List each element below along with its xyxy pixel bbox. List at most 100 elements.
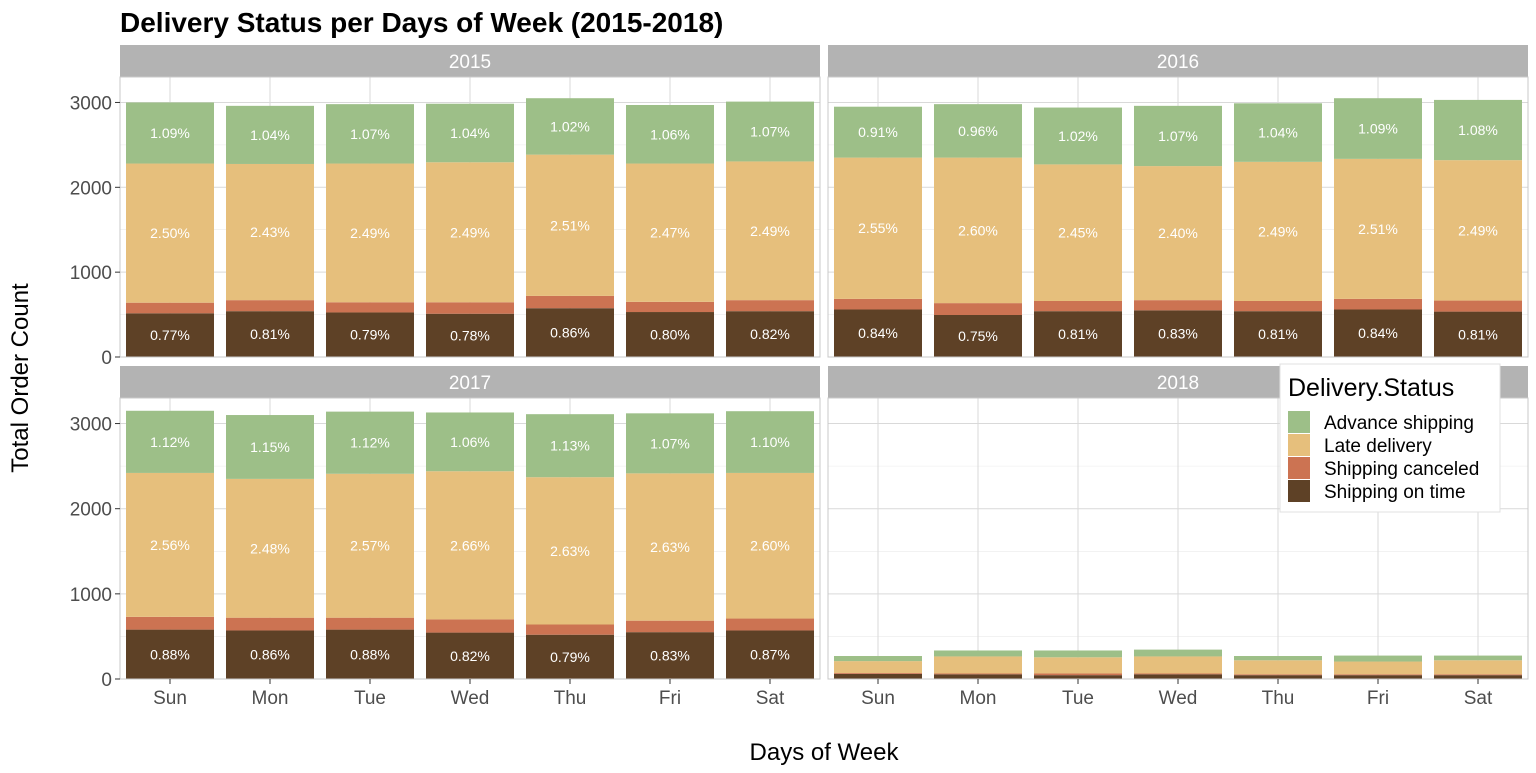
data-label: 0.79% bbox=[350, 327, 390, 343]
x-tick-label: Sat bbox=[756, 688, 785, 709]
bar-shipping-canceled bbox=[726, 618, 814, 631]
bar-late-delivery bbox=[834, 157, 922, 299]
bar-shipping-on-time bbox=[1334, 675, 1422, 679]
data-label: 0.77% bbox=[150, 327, 190, 343]
bar-shipping-canceled bbox=[1334, 298, 1422, 310]
data-label: 2.55% bbox=[858, 220, 898, 236]
bar-shipping-canceled bbox=[1334, 674, 1422, 676]
x-tick-label: Fri bbox=[659, 688, 681, 709]
bar-shipping-on-time bbox=[126, 629, 214, 679]
bar-shipping-canceled bbox=[426, 302, 514, 314]
bar-shipping-on-time bbox=[226, 630, 314, 679]
bar-shipping-canceled bbox=[526, 295, 614, 309]
bar-shipping-canceled bbox=[834, 298, 922, 310]
data-label: 1.07% bbox=[750, 124, 790, 140]
bar-shipping-on-time bbox=[726, 630, 814, 679]
bar-shipping-on-time bbox=[934, 315, 1022, 357]
bar-advance-shipping bbox=[934, 104, 1022, 158]
y-tick-label: 0 bbox=[101, 348, 112, 369]
facet-panel-2017: 2017 0.88% 2.56% 1.12% 0.86% 2.48% 1.15% 0.88% 2… bbox=[70, 366, 821, 709]
data-label: 1.06% bbox=[450, 434, 490, 450]
data-label: 2.51% bbox=[550, 217, 590, 233]
data-label: 2.56% bbox=[150, 537, 190, 553]
y-tick-label: 2000 bbox=[70, 500, 112, 521]
data-label: 0.83% bbox=[650, 648, 690, 664]
data-label: 1.09% bbox=[150, 125, 190, 141]
legend-swatch bbox=[1288, 457, 1310, 479]
bar-advance-shipping bbox=[326, 104, 414, 164]
data-label: 1.13% bbox=[550, 438, 590, 454]
data-label: 2.49% bbox=[450, 224, 490, 240]
data-label: 0.81% bbox=[1058, 326, 1098, 342]
bar-advance-shipping bbox=[1434, 655, 1522, 661]
bar-late-delivery bbox=[726, 161, 814, 301]
data-label: 2.49% bbox=[750, 223, 790, 239]
bar-advance-shipping bbox=[1234, 656, 1322, 661]
bar-shipping-canceled bbox=[1434, 674, 1522, 676]
legend-title: Delivery.Status bbox=[1288, 374, 1454, 402]
bar-advance-shipping bbox=[126, 102, 214, 164]
facet-panels: 20150.77%2.50%1.09%0.81%2.43%1.04%0.79%2… bbox=[70, 45, 1529, 709]
data-label: 2.49% bbox=[1258, 223, 1298, 239]
data-label: 0.91% bbox=[858, 124, 898, 140]
bar-shipping-on-time bbox=[326, 629, 414, 679]
bar-shipping-canceled bbox=[1234, 674, 1322, 676]
bar-advance-shipping bbox=[526, 414, 614, 478]
data-label: 2.57% bbox=[350, 538, 390, 554]
data-label: 0.88% bbox=[350, 646, 390, 662]
data-label: 0.81% bbox=[1258, 326, 1298, 342]
data-label: 0.82% bbox=[450, 648, 490, 664]
bar-late-delivery bbox=[626, 473, 714, 621]
data-label: 1.04% bbox=[450, 125, 490, 141]
bar-late-delivery bbox=[1234, 161, 1322, 301]
bar-shipping-on-time bbox=[126, 313, 214, 357]
facet-strip-label: 2017 bbox=[449, 373, 491, 394]
data-label: 2.49% bbox=[350, 225, 390, 241]
data-label: 1.04% bbox=[250, 127, 290, 143]
data-label: 0.96% bbox=[958, 123, 998, 139]
bar-late-delivery bbox=[1034, 164, 1122, 301]
x-tick-label: Mon bbox=[252, 688, 289, 709]
data-label: 2.40% bbox=[1158, 225, 1198, 241]
x-tick-label: Thu bbox=[1262, 688, 1295, 709]
bar-shipping-canceled bbox=[626, 301, 714, 313]
chart-title: Delivery Status per Days of Week (2015-2… bbox=[120, 7, 723, 38]
bar-late-delivery bbox=[934, 157, 1022, 304]
data-label: 2.50% bbox=[150, 225, 190, 241]
bar-late-delivery bbox=[1134, 656, 1222, 674]
bar-shipping-canceled bbox=[726, 300, 814, 312]
x-tick-label: Sun bbox=[153, 688, 187, 709]
bar-late-delivery bbox=[1134, 166, 1222, 301]
bar-shipping-on-time bbox=[726, 311, 814, 357]
bar-shipping-canceled bbox=[934, 673, 1022, 675]
bar-advance-shipping bbox=[526, 98, 614, 155]
bar-late-delivery bbox=[226, 478, 314, 618]
data-label: 2.60% bbox=[750, 538, 790, 554]
data-label: 1.06% bbox=[650, 126, 690, 142]
bar-advance-shipping bbox=[726, 101, 814, 162]
bar-late-delivery bbox=[834, 661, 922, 674]
bar-late-delivery bbox=[326, 473, 414, 618]
data-label: 0.80% bbox=[650, 327, 690, 343]
bar-late-delivery bbox=[126, 163, 214, 303]
facet-panel-2018: 2018 Sun Mon Tue Wed Thu Fri Sat bbox=[827, 366, 1529, 709]
bar-shipping-on-time bbox=[1434, 675, 1522, 679]
legend-swatch bbox=[1288, 480, 1310, 502]
bar-shipping-on-time bbox=[1334, 309, 1422, 357]
bar-late-delivery bbox=[126, 472, 214, 617]
y-tick-label: 2000 bbox=[70, 178, 112, 199]
x-tick-label: Wed bbox=[1159, 688, 1198, 709]
y-tick-label: 0 bbox=[101, 670, 112, 691]
x-tick-label: Mon bbox=[960, 688, 997, 709]
data-label: 2.66% bbox=[450, 537, 490, 553]
bar-advance-shipping bbox=[426, 412, 514, 472]
bar-late-delivery bbox=[626, 163, 714, 302]
bar-shipping-on-time bbox=[526, 308, 614, 357]
data-label: 0.81% bbox=[250, 326, 290, 342]
data-label: 0.78% bbox=[450, 327, 490, 343]
bar-late-delivery bbox=[526, 477, 614, 625]
bar-shipping-canceled bbox=[326, 302, 414, 313]
bar-shipping-canceled bbox=[526, 624, 614, 635]
legend-swatch bbox=[1288, 434, 1310, 456]
bar-shipping-on-time bbox=[1234, 311, 1322, 357]
